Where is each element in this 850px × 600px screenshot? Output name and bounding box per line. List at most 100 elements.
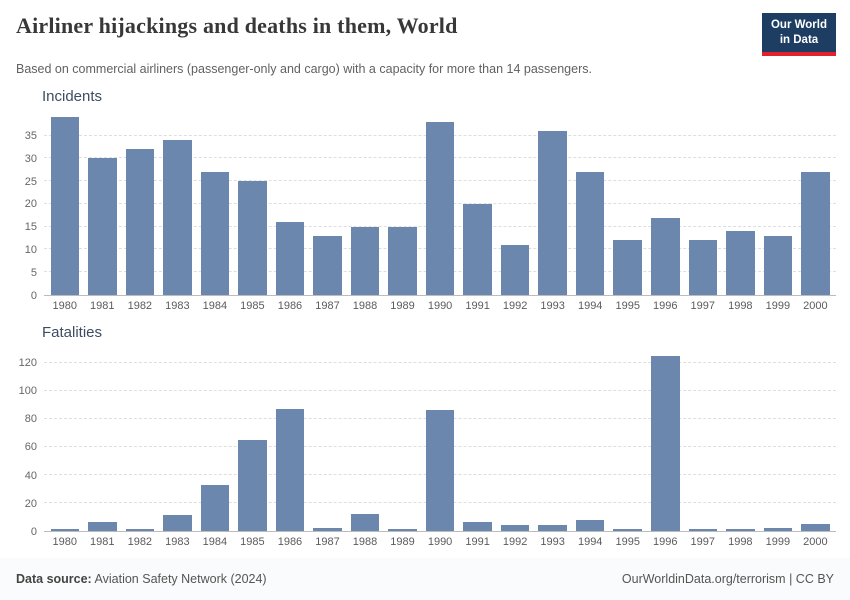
bar-1992[interactable] bbox=[500, 244, 530, 295]
bar-1989[interactable] bbox=[388, 226, 417, 295]
x-tick-label: 1987 bbox=[315, 299, 340, 312]
bar-1983[interactable] bbox=[163, 515, 192, 531]
bar-1987[interactable] bbox=[313, 528, 342, 531]
y-tick-label: 5 bbox=[30, 267, 37, 279]
bar-1997[interactable] bbox=[688, 529, 718, 531]
bar-1985[interactable] bbox=[238, 181, 267, 295]
bar-slot bbox=[46, 349, 84, 531]
y-tick-label: 0 bbox=[30, 525, 37, 538]
y-axis-labels: 0 20 40 60 80 100 120 bbox=[16, 349, 44, 538]
gridline bbox=[44, 389, 836, 391]
bar-1997[interactable] bbox=[688, 240, 718, 295]
x-tick-label: 1993 bbox=[540, 299, 565, 312]
bar-1980[interactable] bbox=[50, 529, 80, 531]
bar-slot bbox=[609, 349, 647, 531]
bar-1995[interactable] bbox=[613, 529, 642, 531]
data-source-value: Aviation Safety Network (2024) bbox=[91, 572, 267, 586]
bar-slot bbox=[196, 349, 234, 531]
bar-1988[interactable] bbox=[350, 226, 380, 295]
plot-area bbox=[44, 113, 836, 296]
y-tick-label: 10 bbox=[24, 244, 37, 257]
bar-slot bbox=[534, 349, 572, 531]
x-tick-label: 1980 bbox=[52, 299, 77, 312]
bar-slot bbox=[271, 349, 309, 531]
bar-1998[interactable] bbox=[726, 231, 755, 295]
y-tick-label: 25 bbox=[24, 175, 37, 188]
bar-slot bbox=[759, 113, 797, 295]
bar-1996[interactable] bbox=[651, 217, 680, 295]
page-title: Airliner hijackings and deaths in them, … bbox=[16, 13, 458, 38]
bar-slot bbox=[421, 113, 459, 295]
x-tick-label: 1996 bbox=[653, 535, 678, 548]
owid-logo: Our World in Data bbox=[762, 13, 836, 56]
x-tick-label: 1997 bbox=[690, 299, 716, 312]
bar-1990[interactable] bbox=[425, 410, 455, 531]
x-tick-label: 1985 bbox=[240, 535, 265, 548]
bar-1981[interactable] bbox=[88, 522, 117, 531]
bar-slot bbox=[459, 113, 497, 295]
bar-1983[interactable] bbox=[163, 140, 192, 295]
bar-2000[interactable] bbox=[801, 172, 830, 295]
y-tick-label: 0 bbox=[30, 289, 37, 302]
y-tick-label: 100 bbox=[18, 385, 37, 398]
bar-slot bbox=[571, 113, 609, 295]
y-tick-label: 60 bbox=[24, 441, 37, 454]
bar-slot bbox=[797, 113, 835, 295]
bar-1984[interactable] bbox=[200, 172, 230, 295]
bar-1995[interactable] bbox=[613, 240, 642, 295]
bar-2000[interactable] bbox=[801, 523, 830, 531]
bar-slot bbox=[384, 113, 422, 295]
bar-1991[interactable] bbox=[463, 522, 492, 531]
fatalities-chart: Fatalities 0 20 40 60 80 100 120 1980 1981 1982 1… bbox=[16, 324, 836, 548]
bar-1989[interactable] bbox=[388, 529, 417, 531]
bar-1984[interactable] bbox=[200, 484, 230, 531]
bar-1992[interactable] bbox=[500, 525, 530, 531]
bar-1999[interactable] bbox=[763, 528, 793, 531]
data-source: Data source: Aviation Safety Network (20… bbox=[16, 572, 267, 586]
x-tick-label: 1995 bbox=[615, 535, 640, 548]
bar-1987[interactable] bbox=[313, 235, 342, 295]
bar-1991[interactable] bbox=[463, 203, 492, 295]
incidents-chart: Incidents 0 5 10 15 20 25 30 35 1980 1981 1982 198… bbox=[16, 88, 836, 312]
bar-slot bbox=[309, 113, 347, 295]
bar-1993[interactable] bbox=[538, 525, 567, 531]
bar-1993[interactable] bbox=[538, 131, 567, 295]
x-tick-label: 1989 bbox=[390, 535, 415, 548]
bar-1994[interactable] bbox=[575, 519, 605, 531]
y-tick-label: 80 bbox=[24, 413, 37, 426]
y-tick-label: 40 bbox=[24, 469, 37, 482]
bar-1990[interactable] bbox=[425, 121, 455, 295]
x-axis-labels: 1980 1981 1982 1983 1984 1985 1986 1987 1988 1989… bbox=[44, 536, 836, 548]
header: Airliner hijackings and deaths in them, … bbox=[0, 0, 850, 56]
x-tick-label: 1982 bbox=[127, 535, 153, 548]
x-tick-label: 1990 bbox=[427, 299, 453, 312]
bar-1981[interactable] bbox=[88, 158, 117, 295]
x-tick-label: 1981 bbox=[90, 299, 115, 312]
bar-slot bbox=[46, 113, 84, 295]
bar-1980[interactable] bbox=[50, 117, 80, 295]
bar-slot bbox=[121, 113, 159, 295]
bar-1994[interactable] bbox=[575, 172, 605, 295]
bar-1982[interactable] bbox=[125, 149, 155, 295]
x-tick-label: 1992 bbox=[502, 535, 528, 548]
bar-slot bbox=[121, 349, 159, 531]
x-tick-label: 1985 bbox=[240, 299, 265, 312]
x-tick-label: 2000 bbox=[803, 299, 828, 312]
x-tick-label: 1984 bbox=[202, 299, 228, 312]
bar-slot bbox=[234, 349, 272, 531]
bar-1999[interactable] bbox=[763, 235, 793, 295]
x-tick-label: 1991 bbox=[465, 299, 490, 312]
x-tick-label: 1999 bbox=[765, 299, 791, 312]
bar-1988[interactable] bbox=[350, 514, 380, 531]
bar-1998[interactable] bbox=[726, 529, 755, 531]
bar-1996[interactable] bbox=[651, 355, 680, 531]
x-tick-label: 1983 bbox=[165, 535, 190, 548]
bar-1982[interactable] bbox=[125, 529, 155, 531]
bar-1986[interactable] bbox=[275, 409, 305, 531]
bar-1986[interactable] bbox=[275, 222, 305, 295]
x-tick-label: 1990 bbox=[427, 535, 453, 548]
bar-1985[interactable] bbox=[238, 439, 267, 531]
x-tick-label: 1989 bbox=[390, 299, 415, 312]
bar-slot bbox=[609, 113, 647, 295]
gridline bbox=[44, 361, 836, 363]
